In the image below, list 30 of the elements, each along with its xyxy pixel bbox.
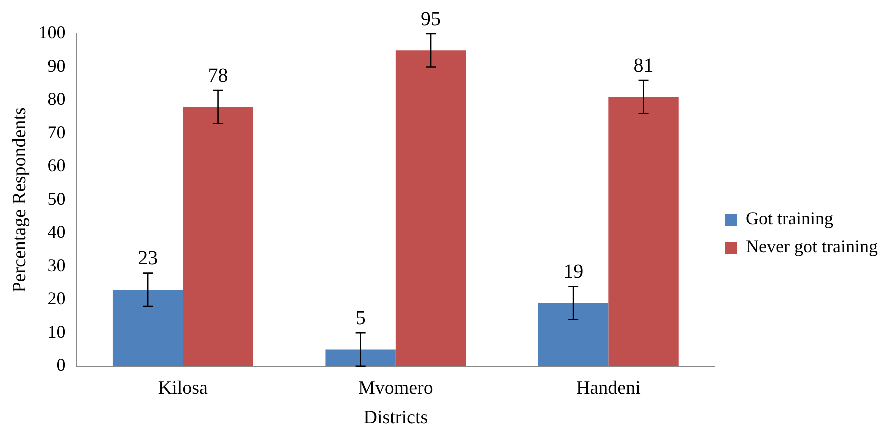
bar (326, 350, 396, 366)
y-axis-title: Percentage Respondents (9, 108, 30, 293)
data-label: 5 (356, 307, 366, 330)
legend-label: Got training (746, 208, 834, 229)
data-label: 95 (421, 8, 442, 30)
y-tick-label: 0 (56, 355, 66, 376)
bar (608, 97, 679, 366)
y-tick-label: 100 (38, 22, 66, 43)
y-tick-label: 40 (48, 222, 66, 242)
y-tick-label: 30 (48, 255, 66, 276)
legend-label: Never got training (746, 236, 878, 257)
x-axis-title: Districts (364, 408, 428, 429)
y-tick-label: 20 (48, 288, 66, 309)
bar (538, 303, 609, 366)
bar (396, 50, 466, 366)
bar (112, 290, 184, 366)
data-label: 78 (208, 64, 228, 87)
y-tick-label: 60 (48, 156, 66, 176)
x-tick-label: Kilosa (158, 378, 209, 399)
y-tick-label: 50 (48, 188, 66, 209)
data-label: 23 (138, 248, 158, 270)
y-tick-label: 10 (48, 322, 66, 342)
y-tick-label: 70 (48, 122, 66, 142)
data-label: 81 (634, 54, 654, 77)
y-tick-label: 80 (48, 89, 66, 110)
x-tick-label: Handeni (576, 378, 641, 399)
bar (183, 107, 254, 366)
data-label: 19 (564, 260, 584, 283)
x-tick-label: Mvomero (358, 378, 434, 399)
y-tick-label: 90 (48, 56, 66, 76)
